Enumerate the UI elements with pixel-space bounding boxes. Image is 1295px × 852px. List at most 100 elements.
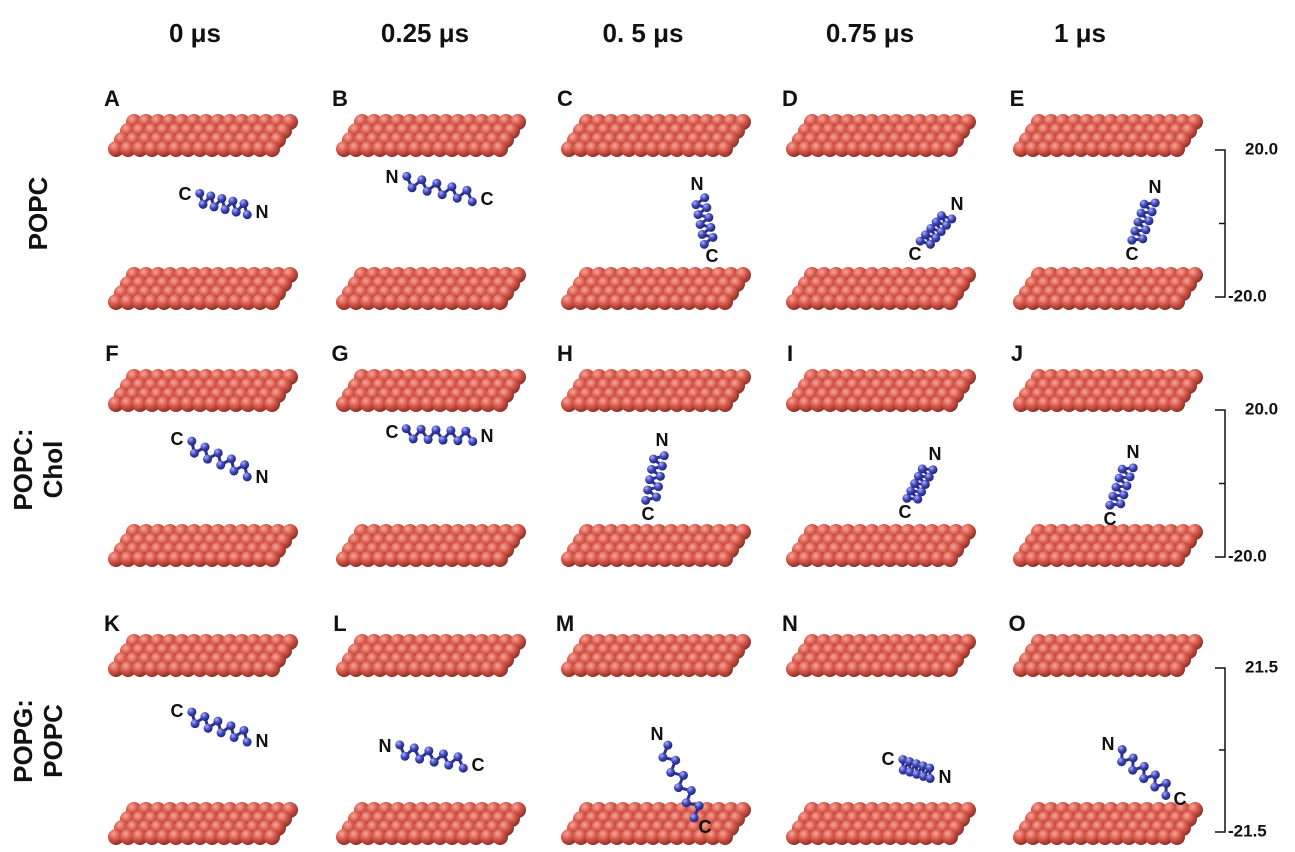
peptide-bead	[210, 202, 219, 211]
peptide-bead	[1126, 472, 1135, 481]
peptide-bead	[213, 717, 222, 726]
peptide-bead	[1145, 216, 1154, 225]
peptide-bead	[698, 230, 707, 239]
row-label: POPC	[38, 704, 68, 778]
scale-bottom: -21.5	[1228, 821, 1267, 840]
lipid-sphere	[942, 141, 958, 157]
peptide-bead	[228, 197, 237, 206]
panel-letter: J	[1011, 341, 1023, 366]
peptide-bead	[417, 175, 426, 184]
peptide-bead	[1119, 490, 1128, 499]
peptide-bead	[423, 187, 432, 196]
panel: CCN	[557, 86, 751, 310]
peptide-bead	[227, 454, 236, 463]
c-terminus-label: C	[882, 749, 895, 769]
peptide-bead	[447, 182, 456, 191]
peptide-bead	[240, 460, 249, 469]
peptide-bead	[671, 756, 680, 765]
peptide-bead	[462, 186, 471, 195]
n-terminus-label: N	[256, 731, 269, 751]
column-header: 0.25 μs	[381, 18, 469, 48]
peptide-bead	[658, 753, 667, 762]
peptide-bead	[1116, 499, 1125, 508]
peptide-bead	[695, 801, 704, 810]
peptide-bead	[656, 472, 665, 481]
peptide-bead	[203, 455, 212, 464]
lipid-sphere	[717, 551, 733, 567]
panel-letter: I	[787, 341, 793, 366]
peptide-bead	[424, 746, 433, 755]
lipid-sphere	[1169, 829, 1185, 845]
c-terminus-label: C	[171, 429, 184, 449]
figure: 0 μs0.25 μs0. 5 μs0.75 μs1 μsPOPCACNBCNC…	[0, 0, 1295, 852]
peptide-bead	[1117, 757, 1126, 766]
panel: DCN	[782, 86, 976, 310]
peptide-bead	[424, 435, 433, 444]
peptide-bead	[459, 764, 468, 773]
lipid-sphere	[264, 829, 280, 845]
peptide-bead	[1130, 227, 1139, 236]
peptide-bead	[401, 752, 410, 761]
peptide-bead	[402, 424, 411, 433]
column-header: 0.75 μs	[826, 18, 914, 48]
lipid-sphere	[1169, 551, 1185, 567]
peptide-bead	[214, 448, 223, 457]
lipid-sphere	[492, 829, 508, 845]
peptide-bead	[1123, 481, 1132, 490]
peptide-bead	[187, 707, 196, 716]
panel-letter: C	[557, 86, 573, 111]
peptide-bead	[1161, 791, 1170, 800]
c-terminus-label: C	[179, 184, 192, 204]
peptide-bead	[395, 740, 404, 749]
peptide-bead	[206, 191, 215, 200]
peptide-bead	[654, 482, 663, 491]
n-terminus-label: N	[1127, 442, 1140, 462]
peptide-bead	[221, 205, 230, 214]
peptide-bead	[239, 199, 248, 208]
lipid-sphere	[717, 294, 733, 310]
peptide-bead	[243, 210, 252, 219]
peptide-bead	[199, 200, 208, 209]
peptide-bead	[444, 761, 453, 770]
peptide-bead	[702, 203, 711, 212]
peptide-bead	[947, 214, 956, 223]
scale-bar	[1215, 410, 1225, 557]
peptide-bead	[461, 427, 470, 436]
n-terminus-label: N	[939, 767, 952, 787]
scale-bar	[1215, 668, 1225, 832]
peptide-bead	[1141, 225, 1150, 234]
lipid-sphere	[264, 661, 280, 677]
panel: KCN	[104, 611, 298, 845]
peptide-bead	[226, 721, 235, 730]
peptide-bead	[691, 200, 700, 209]
scale-top: 21.5	[1245, 657, 1278, 676]
peptide-bead	[217, 728, 226, 737]
peptide-bead	[647, 465, 656, 474]
peptide-bead	[195, 189, 204, 198]
lipid-sphere	[1169, 294, 1185, 310]
c-terminus-label: C	[1174, 789, 1187, 809]
peptide-bead	[453, 752, 462, 761]
panel-letter: N	[782, 611, 798, 636]
row-label: POPC:	[8, 428, 38, 510]
c-terminus-label: C	[642, 504, 655, 524]
n-terminus-label: N	[256, 467, 269, 487]
peptide-bead	[453, 436, 462, 445]
peptide-bead	[929, 465, 938, 474]
peptide-bead	[1118, 465, 1127, 474]
n-terminus-label: N	[256, 202, 269, 222]
lipid-sphere	[492, 294, 508, 310]
peptide-bead	[1139, 774, 1148, 783]
peptide-bead	[1128, 766, 1137, 775]
panel-letter: F	[105, 341, 118, 366]
n-terminus-label: N	[691, 174, 704, 194]
lipid-sphere	[942, 551, 958, 567]
peptide-bead	[1151, 770, 1160, 779]
peptide-bead	[417, 425, 426, 434]
c-terminus-label: C	[171, 701, 184, 721]
n-terminus-label: N	[929, 444, 942, 464]
panel: OCN	[1008, 611, 1203, 845]
peptide-bead	[1108, 492, 1117, 501]
column-header: 0. 5 μs	[603, 18, 684, 48]
peptide-bead	[229, 466, 238, 475]
